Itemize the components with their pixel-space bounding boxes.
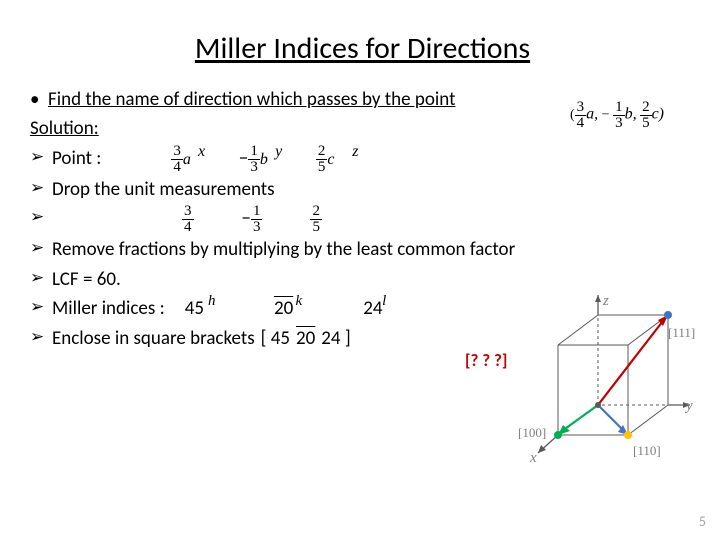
remove-text: Remove fractions by multiplying by the l… xyxy=(52,235,515,264)
page-number: 5 xyxy=(699,513,706,530)
step-drop: ➢ Drop the unit measurements xyxy=(30,175,695,204)
slide-title: Miller Indices for Directions xyxy=(30,30,695,67)
enclose-label: Enclose in square brackets xyxy=(52,324,255,353)
axis-x-label: x xyxy=(530,450,537,467)
arrow-icon: ➢ xyxy=(30,235,52,261)
point-coords: (34a, − 13b, 25c) xyxy=(570,100,664,131)
miller-label: Miller indices : xyxy=(52,294,165,323)
dir-111-label: [111] xyxy=(668,325,695,341)
miller-v1: 45 xyxy=(185,294,204,323)
bullet-find-text: Find the name of direction which passes … xyxy=(48,85,455,114)
arrow-icon: ➢ xyxy=(30,204,52,230)
arrow-icon: ➢ xyxy=(30,175,52,201)
enclose-mid: 20 xyxy=(296,324,315,353)
axis-y-label: y xyxy=(686,398,693,415)
arrow-icon: ➢ xyxy=(30,294,52,320)
enclose-open: [ 45 xyxy=(261,324,290,353)
axis-z-label: z xyxy=(603,293,609,310)
dir-100-label: [100] xyxy=(518,425,546,441)
cube-diagram: z y x [111] [100] [110] xyxy=(508,295,698,495)
xyz-header: x y z xyxy=(198,140,358,165)
step-point: ➢ Point : 34a −13b 25c xyxy=(30,144,695,175)
arrow-icon: ➢ xyxy=(30,144,52,170)
lcf-text: LCF = 60. xyxy=(52,265,121,294)
red-question: [? ? ?] xyxy=(465,350,507,371)
bullet-dot: • xyxy=(30,85,48,114)
step-fractions: ➢ 34 −13 25 xyxy=(30,204,695,235)
arrow-icon: ➢ xyxy=(30,324,52,350)
step-remove: ➢ Remove fractions by multiplying by the… xyxy=(30,235,695,264)
point-label: Point : xyxy=(52,144,101,173)
arrow-icon: ➢ xyxy=(30,265,52,291)
drop-text: Drop the unit measurements xyxy=(52,175,275,204)
enclose-close: 24 ] xyxy=(321,324,350,353)
dir-110-label: [110] xyxy=(633,443,661,459)
